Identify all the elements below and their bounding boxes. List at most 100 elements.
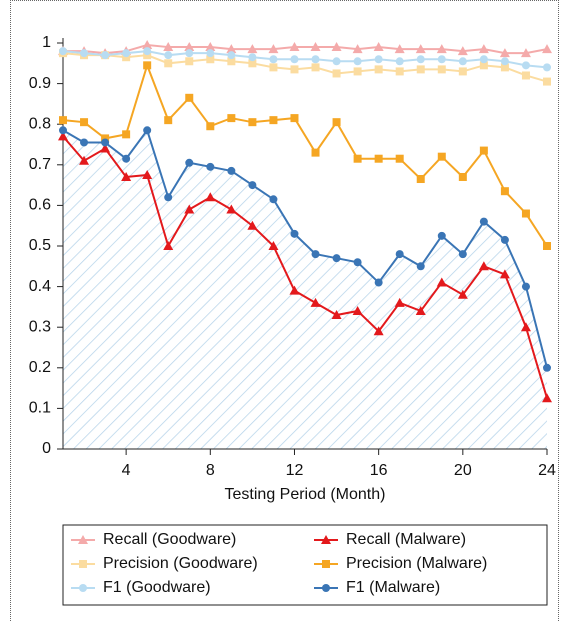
data-point bbox=[185, 57, 194, 66]
data-point bbox=[227, 166, 236, 175]
legend-marker bbox=[78, 535, 88, 544]
data-point bbox=[206, 49, 215, 58]
data-point bbox=[457, 46, 468, 56]
data-point bbox=[122, 154, 131, 163]
data-point bbox=[394, 297, 405, 307]
data-point bbox=[353, 258, 362, 267]
data-point bbox=[248, 118, 257, 127]
data-point bbox=[395, 250, 404, 259]
data-point bbox=[164, 116, 173, 125]
data-point bbox=[374, 55, 383, 64]
data-point bbox=[290, 65, 299, 74]
series-line bbox=[63, 44, 548, 55]
legend-marker bbox=[321, 535, 331, 544]
data-point bbox=[416, 175, 425, 184]
data-point bbox=[437, 152, 446, 161]
data-point bbox=[499, 48, 510, 58]
legend-box bbox=[62, 524, 548, 606]
data-point bbox=[521, 71, 530, 80]
data-point bbox=[332, 69, 341, 78]
data-point bbox=[121, 171, 132, 181]
legend-label: Precision (Goodware) bbox=[103, 555, 258, 572]
data-point bbox=[143, 61, 152, 70]
data-point bbox=[269, 116, 278, 125]
series-line bbox=[62, 135, 548, 399]
data-point bbox=[269, 63, 278, 72]
hatched-area bbox=[63, 130, 547, 450]
data-point bbox=[353, 67, 362, 76]
x-tick-label: 16 bbox=[370, 462, 388, 479]
y-tick-label: 0.9 bbox=[29, 75, 51, 92]
data-point bbox=[247, 44, 258, 54]
data-point bbox=[332, 118, 341, 127]
data-point bbox=[353, 57, 362, 66]
data-point bbox=[500, 63, 509, 72]
frame bbox=[10, 0, 559, 621]
data-point bbox=[269, 55, 278, 64]
data-point bbox=[164, 51, 173, 60]
data-point bbox=[80, 138, 89, 147]
legend-marker bbox=[79, 584, 87, 592]
data-point bbox=[185, 158, 194, 167]
data-point bbox=[437, 231, 446, 240]
x-axis-label: Testing Period (Month) bbox=[225, 486, 386, 503]
y-tick-label: 0.3 bbox=[29, 318, 51, 335]
data-point bbox=[248, 59, 257, 68]
data-point bbox=[542, 393, 552, 403]
data-point bbox=[143, 51, 152, 60]
data-point bbox=[122, 49, 131, 58]
data-point bbox=[289, 285, 300, 295]
data-point bbox=[227, 57, 236, 66]
data-point bbox=[163, 241, 174, 250]
series-line bbox=[62, 52, 548, 83]
data-point bbox=[311, 148, 320, 157]
data-point bbox=[164, 59, 173, 68]
data-point bbox=[248, 53, 257, 62]
y-tick-label: 0.2 bbox=[29, 359, 51, 376]
y-tick-label: 0 bbox=[42, 440, 51, 457]
data-point bbox=[290, 114, 299, 123]
data-point bbox=[185, 49, 194, 58]
data-point bbox=[247, 220, 258, 230]
data-point bbox=[311, 55, 320, 64]
data-point bbox=[500, 57, 509, 66]
data-point bbox=[206, 55, 215, 64]
data-point bbox=[394, 44, 405, 54]
data-point bbox=[185, 93, 194, 102]
data-point bbox=[332, 57, 341, 66]
data-point bbox=[479, 61, 488, 70]
data-point bbox=[395, 67, 404, 76]
data-point bbox=[543, 77, 551, 86]
data-point bbox=[478, 261, 489, 271]
data-point bbox=[268, 241, 279, 250]
data-point bbox=[478, 44, 489, 54]
legend-label: F1 (Goodware) bbox=[103, 579, 211, 596]
data-point bbox=[373, 42, 384, 52]
data-point bbox=[143, 47, 152, 56]
data-point bbox=[269, 195, 278, 204]
data-point bbox=[499, 269, 510, 279]
data-point bbox=[415, 305, 426, 315]
data-point bbox=[226, 204, 237, 214]
data-point bbox=[101, 134, 110, 143]
data-point bbox=[122, 130, 131, 139]
data-point bbox=[311, 250, 320, 259]
y-tick-label: 0.1 bbox=[29, 400, 51, 417]
y-tick-label: 0.4 bbox=[29, 278, 51, 295]
y-tick-label: 0.7 bbox=[29, 156, 51, 173]
data-point bbox=[206, 122, 215, 131]
data-point bbox=[458, 250, 467, 259]
data-point bbox=[436, 277, 447, 287]
data-point bbox=[205, 192, 216, 202]
legend-label: Precision (Malware) bbox=[346, 555, 487, 572]
data-point bbox=[310, 42, 321, 52]
x-tick-label: 8 bbox=[206, 462, 215, 479]
y-tick-label: 1 bbox=[42, 34, 51, 51]
data-point bbox=[352, 305, 363, 315]
x-tick-label: 20 bbox=[454, 462, 472, 479]
data-point bbox=[458, 67, 467, 76]
series-line bbox=[62, 62, 548, 247]
data-point bbox=[290, 55, 299, 64]
data-point bbox=[395, 154, 404, 163]
legend-label: Recall (Goodware) bbox=[103, 531, 236, 548]
